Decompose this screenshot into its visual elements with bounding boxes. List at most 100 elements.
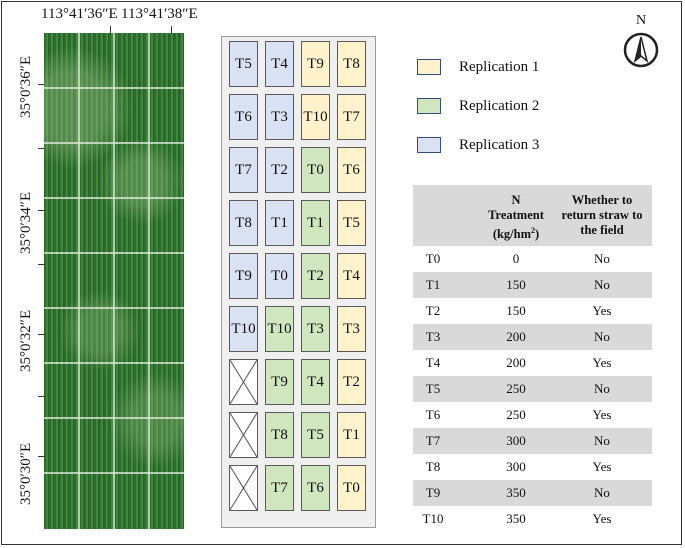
legend-swatch — [417, 98, 441, 114]
latitude-label: 35°0′30″E — [18, 442, 34, 505]
plot-cell: T5 — [301, 412, 330, 458]
plot-cell: T6 — [229, 94, 258, 140]
n-rate-cell: 0 — [512, 251, 520, 266]
plot-cell: T2 — [337, 359, 366, 405]
treatment-cell: T4 — [425, 355, 441, 370]
treatment-cell: T3 — [425, 329, 441, 344]
treatment-cell: T8 — [425, 459, 441, 474]
plot-cell: T9 — [229, 253, 258, 299]
treatment-cell: T6 — [425, 407, 441, 422]
plot-cell: T10 — [229, 306, 258, 352]
plot-cell: T0 — [337, 465, 366, 511]
straw-cell: Yes — [592, 303, 612, 318]
straw-cell: Yes — [592, 355, 612, 370]
n-rate-cell: 350 — [506, 485, 526, 500]
table-header: N Treatment (kg/hm2) Whether to return stra… — [413, 185, 652, 246]
treatment-cell: T2 — [425, 303, 441, 318]
treatment-cell: T10 — [422, 511, 444, 526]
legend-swatch — [417, 59, 441, 75]
plot-cell: T1 — [301, 200, 330, 246]
plot-cell: T3 — [301, 306, 330, 352]
empty-plot — [229, 359, 258, 405]
longitude-label: 113°41′36″E — [41, 6, 118, 22]
straw-cell: Yes — [592, 511, 612, 526]
treatment-cell: T0 — [425, 251, 441, 266]
table-row: T5 250 No — [413, 376, 652, 402]
table-row: T3 200 No — [413, 324, 652, 350]
treatment-cell: T9 — [425, 485, 441, 500]
treatment-cell: T7 — [425, 433, 441, 448]
latitude-tick — [38, 456, 44, 457]
straw-cell: Yes — [592, 407, 612, 422]
legend-swatch — [417, 137, 441, 153]
table-row: T10 350 Yes — [413, 506, 652, 532]
n-rate-cell: 150 — [506, 277, 526, 292]
plot-cell: T9 — [265, 359, 294, 405]
north-label: N — [635, 13, 647, 28]
legend-item: Replication 3 — [417, 135, 539, 155]
longitude-tick — [110, 26, 111, 33]
legend-label: Replication 1 — [459, 58, 540, 75]
plot-cell: T3 — [337, 306, 366, 352]
straw-cell: No — [594, 277, 610, 292]
plot-cell: T5 — [337, 200, 366, 246]
plot-cell: T10 — [265, 306, 294, 352]
n-rate-cell: 300 — [506, 459, 526, 474]
straw-cell: Yes — [592, 459, 612, 474]
north-arrow: N — [622, 14, 660, 69]
n-rate-cell: 150 — [506, 303, 526, 318]
treatment-cell: T5 — [425, 381, 441, 396]
table-row: T0 0 No — [413, 246, 652, 272]
plot-cell: T5 — [229, 41, 258, 87]
table-row: T9 350 No — [413, 480, 652, 506]
straw-cell: No — [594, 485, 610, 500]
latitude-tick — [38, 334, 44, 335]
plot-cell: T9 — [301, 41, 330, 87]
plot-cell: T3 — [265, 94, 294, 140]
legend-item: Replication 2 — [417, 96, 539, 116]
plot-cell: T7 — [229, 147, 258, 193]
plot-cell: T1 — [265, 200, 294, 246]
plot-cell: T0 — [301, 147, 330, 193]
straw-cell: No — [594, 329, 610, 344]
plot-cell: T7 — [265, 465, 294, 511]
plot-cell: T6 — [337, 147, 366, 193]
plot-cell: T4 — [265, 41, 294, 87]
straw-cell: No — [594, 433, 610, 448]
n-rate-cell: 350 — [506, 511, 526, 526]
plot-cell: T6 — [301, 465, 330, 511]
latitude-label: 35°0′34″E — [18, 191, 34, 254]
table-row: T1 150 No — [413, 272, 652, 298]
table-row: T8 300 Yes — [413, 454, 652, 480]
n-rate-cell: 300 — [506, 433, 526, 448]
plot-cell: T4 — [301, 359, 330, 405]
aerial-field-image — [44, 33, 184, 529]
plot-cell: T2 — [265, 147, 294, 193]
latitude-tick — [38, 396, 44, 397]
latitude-tick — [38, 264, 44, 265]
plot-cell: T8 — [265, 412, 294, 458]
plot-cell: T8 — [229, 200, 258, 246]
longitude-tick — [171, 26, 172, 33]
n-rate-cell: 200 — [506, 329, 526, 344]
table-row: T7 300 No — [413, 428, 652, 454]
latitude-tick — [38, 148, 44, 149]
plot-cell: T2 — [301, 253, 330, 299]
header-n-treatment: N Treatment (kg/hm2) — [488, 193, 544, 242]
n-rate-cell: 250 — [506, 381, 526, 396]
table-row: T4 200 Yes — [413, 350, 652, 376]
plot-cell: T7 — [337, 94, 366, 140]
plot-cell: T0 — [265, 253, 294, 299]
plot-cell: T8 — [337, 41, 366, 87]
straw-cell: No — [594, 251, 610, 266]
compass-icon — [623, 32, 659, 68]
plot-cell: T1 — [337, 412, 366, 458]
legend-label: Replication 2 — [459, 97, 540, 114]
table-row: T6 250 Yes — [413, 402, 652, 428]
straw-cell: No — [594, 381, 610, 396]
empty-plot — [229, 412, 258, 458]
plot-layout-panel: T5 T6 T7 T8 T9 T10 T4 T3 T2 T1 T0 T10 T9 T8 T7 T9 T10 T0 T… — [221, 36, 376, 528]
latitude-label: 35°0′36″E — [18, 55, 34, 118]
latitude-label: 35°0′32″E — [18, 309, 34, 372]
